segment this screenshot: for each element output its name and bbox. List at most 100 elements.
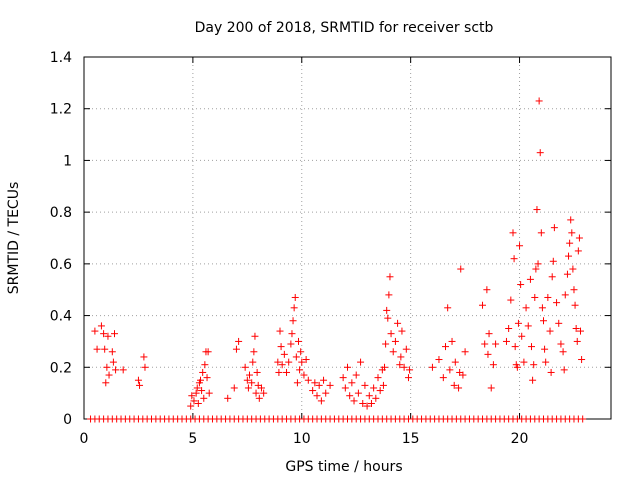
- data-point: [342, 384, 349, 391]
- data-point: [320, 377, 327, 384]
- data-point: [281, 351, 288, 358]
- data-point: [567, 216, 574, 223]
- data-point: [517, 281, 524, 288]
- data-point: [112, 366, 119, 373]
- data-point: [294, 379, 301, 386]
- x-tick-label: 10: [293, 431, 311, 447]
- data-point: [98, 322, 105, 329]
- data-point: [574, 338, 581, 345]
- data-point: [479, 302, 486, 309]
- data-point: [233, 346, 240, 353]
- data-point: [566, 240, 573, 247]
- data-point: [283, 369, 290, 376]
- data-point: [529, 377, 536, 384]
- data-point: [390, 348, 397, 355]
- data-point: [547, 328, 554, 335]
- data-point: [318, 397, 325, 404]
- data-point: [250, 348, 257, 355]
- data-point: [484, 351, 491, 358]
- data-point: [435, 356, 442, 363]
- data-point: [91, 328, 98, 335]
- data-point: [549, 273, 556, 280]
- data-point: [291, 304, 298, 311]
- data-point: [551, 224, 558, 231]
- data-point: [539, 304, 546, 311]
- data-point: [253, 390, 260, 397]
- data-point: [275, 369, 282, 376]
- data-point: [372, 395, 379, 402]
- data-point: [531, 294, 538, 301]
- data-point: [224, 395, 231, 402]
- data-point: [290, 317, 297, 324]
- data-point: [538, 229, 545, 236]
- data-point: [322, 390, 329, 397]
- data-point: [483, 286, 490, 293]
- data-point: [462, 348, 469, 355]
- data-point: [510, 229, 517, 236]
- data-point: [287, 341, 294, 348]
- data-point: [206, 390, 213, 397]
- y-axis-label: SRMTID / TECUs: [6, 182, 22, 295]
- data-point: [285, 359, 292, 366]
- data-point: [385, 291, 392, 298]
- data-point: [382, 341, 389, 348]
- data-point: [200, 395, 207, 402]
- data-point: [442, 343, 449, 350]
- data-point: [525, 322, 532, 329]
- y-tick-label: 0.4: [50, 309, 72, 325]
- data-point: [296, 366, 303, 373]
- data-point: [199, 369, 206, 376]
- data-point: [340, 374, 347, 381]
- data-point: [245, 384, 252, 391]
- data-point: [141, 364, 148, 371]
- data-point: [520, 359, 527, 366]
- data-point: [111, 330, 118, 337]
- data-point: [575, 247, 582, 254]
- data-point: [507, 297, 514, 304]
- y-tick-label: 1.4: [50, 50, 72, 66]
- data-point: [106, 372, 113, 379]
- data-point: [533, 206, 540, 213]
- data-point: [295, 338, 302, 345]
- data-point: [384, 315, 391, 322]
- data-point: [578, 356, 585, 363]
- data-point: [457, 266, 464, 273]
- x-tick-label: 0: [80, 431, 89, 447]
- data-point: [542, 359, 549, 366]
- data-point: [377, 387, 384, 394]
- data-point: [555, 320, 562, 327]
- data-point: [256, 395, 263, 402]
- data-point: [550, 258, 557, 265]
- data-point: [541, 346, 548, 353]
- data-point: [242, 364, 249, 371]
- data-point: [251, 333, 258, 340]
- data-point: [429, 364, 436, 371]
- data-point: [553, 299, 560, 306]
- data-point: [536, 97, 543, 104]
- data-point: [540, 317, 547, 324]
- data-point: [187, 403, 194, 410]
- data-point: [231, 384, 238, 391]
- y-tick-label: 0.2: [50, 360, 72, 376]
- data-point: [140, 353, 147, 360]
- data-point: [327, 382, 334, 389]
- data-point: [204, 374, 211, 381]
- y-tick-label: 0.6: [50, 257, 72, 273]
- data-point: [528, 343, 535, 350]
- data-point: [561, 366, 568, 373]
- data-point: [544, 294, 551, 301]
- data-point: [309, 387, 316, 394]
- data-point: [403, 346, 410, 353]
- data-point: [357, 359, 364, 366]
- data-point: [512, 343, 519, 350]
- data-point: [452, 359, 459, 366]
- data-point: [503, 338, 510, 345]
- data-point: [254, 369, 261, 376]
- data-point: [440, 374, 447, 381]
- data-point: [560, 348, 567, 355]
- data-point: [361, 382, 368, 389]
- data-point: [388, 330, 395, 337]
- data-point: [523, 304, 530, 311]
- data-point: [565, 253, 572, 260]
- data-points: [87, 97, 586, 422]
